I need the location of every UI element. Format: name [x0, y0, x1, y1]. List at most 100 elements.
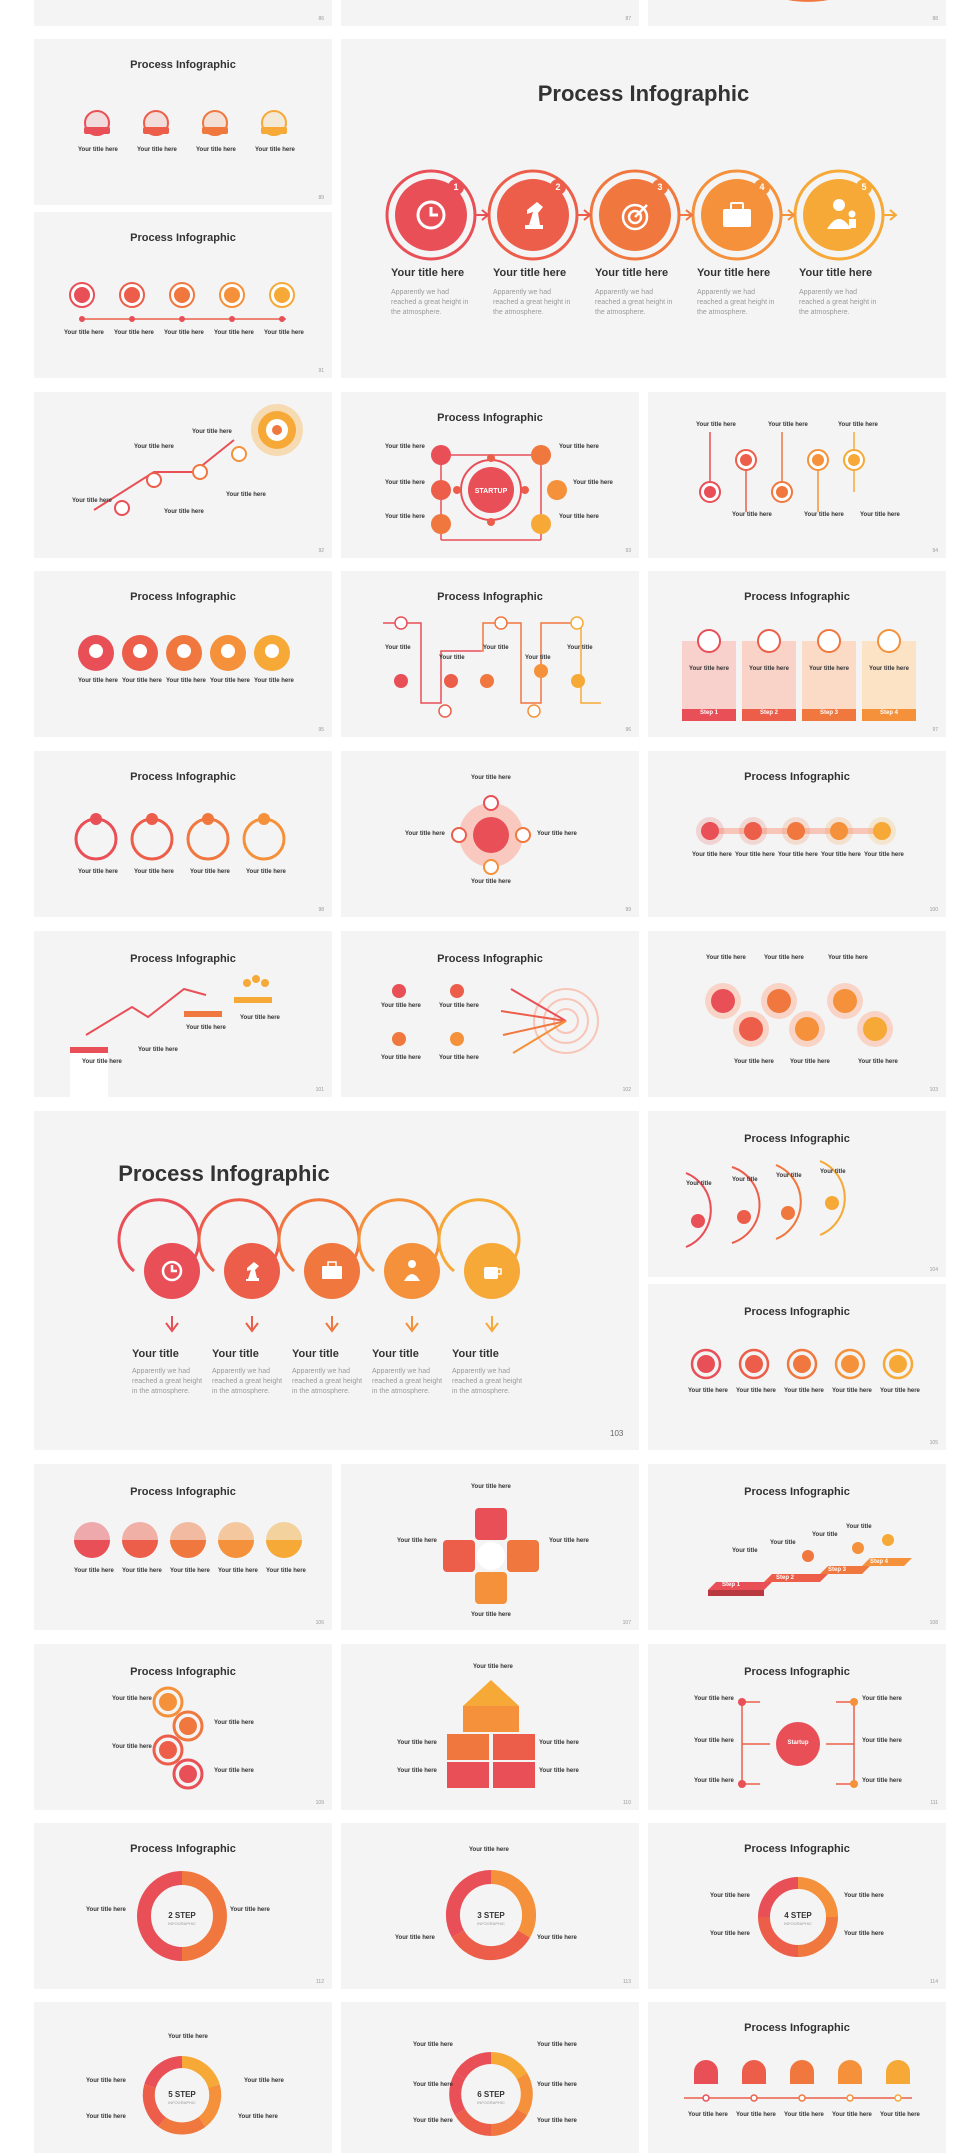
slide-startup-hub[interactable]: Process Infographic STARTUP Your title h… [341, 392, 639, 558]
page-number: 91 [318, 368, 324, 374]
item-title: Your title here [473, 1664, 513, 1670]
item-title: Your title here [413, 2118, 453, 2124]
item-title: Your title here [214, 330, 254, 336]
clock-icon [416, 200, 446, 230]
briefcase-icon [322, 1261, 342, 1279]
item-title: Your title here [828, 955, 868, 961]
item-title: Your title here [689, 666, 729, 672]
step-5-body: Apparently we had reached a great height… [799, 289, 877, 316]
item-title: Your title [846, 1524, 872, 1530]
slide-partial-3[interactable]: 88 [648, 0, 946, 26]
slide-ring-5[interactable]: 5 STEP INFOGRAPHIC Your title here Your … [34, 2002, 332, 2153]
item-title: Your title here [749, 666, 789, 672]
item-title: Your title here [471, 879, 511, 885]
slide-process-featured[interactable]: Process Infographic 1 2 3 4 5 [341, 39, 946, 378]
item-title: Your title here [869, 666, 909, 672]
page-number: 87 [625, 16, 631, 22]
page-number: 89 [318, 195, 324, 201]
slide-partial-1[interactable]: 86 [34, 0, 332, 26]
step-1-body: Apparently we had reached a great height… [391, 289, 469, 316]
ring-center-label: 4 STEP [784, 1911, 812, 1920]
slide-ring-6[interactable]: 6 STEP INFOGRAPHIC Your title here Your … [341, 2002, 639, 2153]
slide-rings-4[interactable]: Process Infographic Your title here Your… [34, 751, 332, 917]
slide-process-hanging[interactable]: Process Infographic Your title Your titl… [34, 1111, 639, 1450]
step-body: Apparently we had reached a great height… [372, 1368, 443, 1395]
slide-3d-steps[interactable]: Process Infographic Step 1 Step 2 Step 3… [648, 1464, 946, 1630]
step-label: Step 4 [879, 710, 898, 716]
slide-flow[interactable]: Process Infographic Your title Your titl… [341, 571, 639, 737]
item-title: Your title here [134, 869, 174, 875]
startup-label: Startup [787, 1740, 809, 1746]
slide-title: Process Infographic [744, 1133, 850, 1145]
slide-ring-4[interactable]: Process Infographic 4 STEP INFOGRAPHIC Y… [648, 1823, 946, 1989]
slide-zigzag[interactable]: Your title here Your title here Your tit… [648, 931, 946, 1097]
svg-text:1: 1 [453, 182, 458, 192]
ring-6-graphic [449, 2052, 533, 2136]
slide-chain[interactable]: Process Infographic Your title here Your… [34, 1644, 332, 1810]
step-label: Step 4 [870, 1559, 889, 1565]
item-title: Your title here [381, 1003, 421, 1009]
item-title: Your title here [768, 422, 808, 428]
page-number: 86 [318, 16, 324, 22]
page-number: 97 [932, 727, 938, 733]
item-title: Your title here [439, 1055, 479, 1061]
ring-5-graphic [142, 2056, 222, 2135]
slide-partial-2[interactable]: 87 [341, 0, 639, 26]
slide-drops[interactable]: Process Infographic Your title here Your… [34, 571, 332, 737]
item-title: Your title here [471, 775, 511, 781]
slide-cards[interactable]: Process Infographic Step 1 Step 2 Step 3… [648, 571, 946, 737]
step-title: Your title [212, 1348, 259, 1360]
slide-title: Process Infographic [130, 1843, 236, 1855]
slide-pinned-rings[interactable]: Process Infographic Your title here Your… [648, 1284, 946, 1450]
slide-title: Process Infographic [437, 591, 543, 603]
item-title: Your title here [413, 2042, 453, 2048]
clock-icon [161, 1260, 183, 1282]
slide-ring-3[interactable]: 3 STEP INFOGRAPHIC Your title here Your … [341, 1823, 639, 1989]
slide-timeline-final[interactable]: Process Infographic Your title here Your… [648, 2002, 946, 2153]
item-title: Your title [686, 1181, 712, 1187]
item-title: Your title here [72, 498, 112, 504]
page-number: 102 [622, 1087, 631, 1093]
page-number: 100 [929, 907, 938, 913]
slide-startup-branch[interactable]: Process Infographic Startup Your title h… [648, 1644, 946, 1810]
item-title: Your title here [134, 444, 174, 450]
slide-house[interactable]: Your title here Your title here Your tit… [341, 1644, 639, 1810]
item-title: Your title here [114, 330, 154, 336]
slide-stairs[interactable]: Process Infographic Your title here Your… [34, 931, 332, 1097]
item-title: Your title here [405, 831, 445, 837]
slide-pins[interactable]: Your title here Your title here Your tit… [648, 392, 946, 558]
item-title: Your title here [122, 678, 162, 684]
page-number: 99 [625, 907, 631, 913]
slide-process-a[interactable]: Process Infographic Your title here Your… [34, 39, 332, 205]
hub-graphic: STARTUP [431, 445, 567, 541]
step-5-title: Your title here [799, 267, 873, 279]
slide-radial[interactable]: Your title here Your title here Your tit… [341, 751, 639, 917]
slide-ring-2[interactable]: Process Infographic 2 STEP INFOGRAPHIC Y… [34, 1823, 332, 1989]
item-title: Your title here [78, 147, 118, 153]
slide-glow-dots[interactable]: Process Infographic Your title here Your… [648, 751, 946, 917]
item-title: Your title [732, 1177, 758, 1183]
slide-title: Process Infographic [744, 771, 850, 783]
item-title: Your title here [395, 1935, 435, 1941]
item-title: Your title here [539, 1768, 579, 1774]
ring-4-graphic [758, 1877, 838, 1957]
slide-bookmarks[interactable]: Process Infographic Your title Your titl… [648, 1111, 946, 1277]
zigzag-graphic [705, 983, 893, 1047]
slide-growth-target[interactable]: Your title here Your title here Your tit… [34, 392, 332, 558]
slide-cross[interactable]: Your title here Your title here Your tit… [341, 1464, 639, 1630]
timeline-final-graphic [684, 2060, 912, 2102]
item-title: Your title here [381, 1055, 421, 1061]
item-title: Your title here [439, 1003, 479, 1009]
page-number: 113 [623, 1979, 631, 1985]
slide-process-timeline[interactable]: Process Infographic Your title here Your… [34, 212, 332, 378]
item-title: Your title here [86, 1907, 126, 1913]
item-title: Your title here [880, 2112, 920, 2118]
slide-arrows-target[interactable]: Process Infographic Your title here Your… [341, 931, 639, 1097]
item-title: Your title here [471, 1484, 511, 1490]
coffee-cup-icon [484, 1267, 502, 1279]
slide-half-circles[interactable]: Process Infographic Your title here Your… [34, 1464, 332, 1630]
item-title: Your title here [74, 1568, 114, 1574]
item-title: Your title here [537, 2082, 577, 2088]
ring-center-sub: INFOGRAPHIC [477, 1921, 505, 1926]
item-title: Your title here [537, 831, 577, 837]
